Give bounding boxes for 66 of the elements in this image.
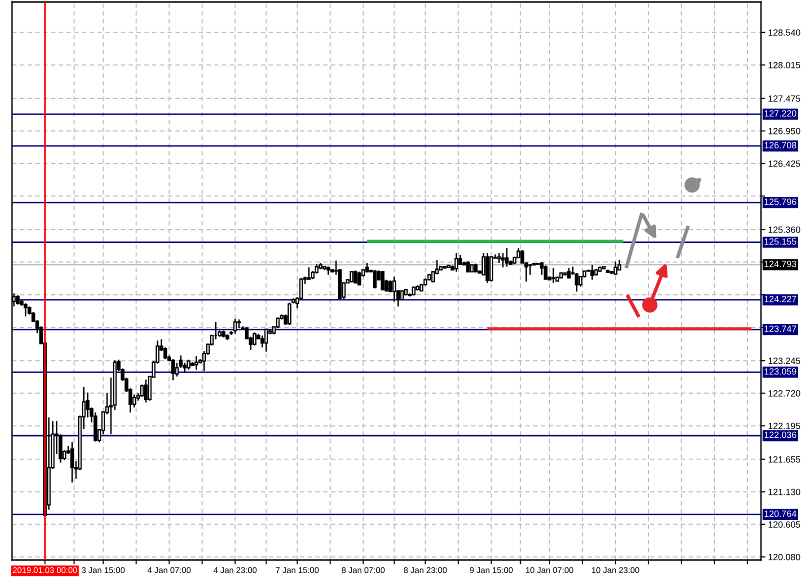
y-tick-label: 122.195 [768,422,800,430]
candlestick [544,264,548,280]
candlestick [144,378,148,404]
candlestick [380,270,384,291]
ref-line-label: 120.764 [764,510,796,517]
candlestick [454,252,458,272]
candlestick [264,328,268,352]
y-tick-label: 127.475 [768,95,800,102]
y-tick-label: 120.605 [768,521,800,528]
x-tick-label: 2019.01.03 00:00 [12,567,78,574]
candlestick [24,302,28,318]
candlestick [357,271,362,286]
ref-line-label: 126.708 [764,142,796,148]
candlestick [233,318,238,334]
candlestick [489,256,494,282]
candlestick [590,264,594,280]
candlestick [16,294,20,306]
x-tick-label: 3 Jan 15:00 [82,567,125,574]
y-tick-label: 121.130 [768,488,800,496]
x-tick-label: 8 Jan 07:00 [342,567,385,574]
candlestick [70,442,74,484]
x-tick-label: 4 Jan 07:00 [148,567,191,574]
candlestick [186,359,190,370]
ref-line-label: 127.220 [764,110,796,117]
candlestick [458,254,462,266]
y-tick-label: 126.950 [768,128,800,134]
ref-line-label: 124.227 [764,296,796,302]
ref-line-label: 124.793 [764,260,796,268]
candlestick [354,270,358,284]
candlestick [171,358,175,381]
y-tick-label: 126.425 [768,160,800,167]
x-tick-label: 9 Jan 15:00 [470,567,513,574]
ref-line-label: 125.796 [764,198,796,205]
y-tick-label: 121.655 [768,456,800,463]
candlestick [307,266,311,280]
candlestick [372,269,377,290]
candlestick [392,276,396,302]
candlestick [617,259,622,272]
candlestick [614,261,618,276]
candlestick [520,249,524,264]
candlestick [466,260,470,274]
ref-line-label: 123.747 [764,326,796,332]
candlestick [552,267,556,284]
y-tick-label: 128.015 [768,62,800,68]
candlestick [140,384,144,398]
candlestick [194,355,198,370]
ref-line-label: 122.036 [764,432,796,438]
x-tick-label: 10 Jan 07:00 [526,567,574,574]
y-tick-label: 123.245 [768,358,800,364]
candlestick [252,332,256,346]
y-tick-label: 120.080 [768,554,800,560]
x-tick-label: 4 Jan 23:00 [214,567,257,574]
y-tick-label: 125.360 [768,226,800,233]
ref-line-label: 125.155 [764,238,796,245]
y-tick-label: 122.720 [768,390,800,397]
candlestick [501,252,505,268]
ref-line-label: 123.059 [764,368,796,375]
candlestick [365,262,369,274]
candlestick [504,247,509,268]
candlestick [486,252,490,284]
x-tick-label: 7 Jan 15:00 [276,567,319,574]
y-tick-label: 128.540 [768,29,800,36]
x-tick-label: 10 Jan 23:00 [592,567,640,574]
x-tick-label: 8 Jan 23:00 [404,567,447,574]
candlestick [497,252,501,264]
candlestick [288,302,292,326]
